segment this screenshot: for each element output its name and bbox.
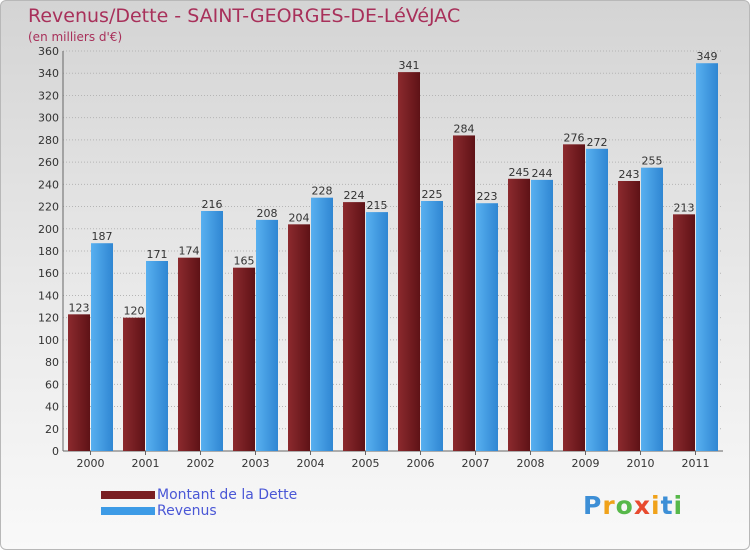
logo-letter: P <box>583 491 603 520</box>
bar-dette <box>343 202 365 451</box>
data-label-revenus: 171 <box>147 248 168 261</box>
y-tick-label: 120 <box>38 312 59 325</box>
data-label-dette: 165 <box>234 255 255 268</box>
data-label-dette: 284 <box>454 122 475 135</box>
y-tick-label: 80 <box>45 356 59 369</box>
bar-dette <box>68 314 90 451</box>
legend-swatch-revenus <box>101 507 155 515</box>
y-tick-label: 140 <box>38 289 59 302</box>
y-tick-label: 60 <box>45 378 59 391</box>
data-label-dette: 213 <box>674 201 695 214</box>
y-tick-label: 280 <box>38 134 59 147</box>
legend-label-revenus: Revenus <box>157 503 217 519</box>
y-tick-label: 20 <box>45 423 59 436</box>
x-tick-label: 2008 <box>517 457 545 470</box>
data-label-revenus: 244 <box>532 167 553 180</box>
data-label-dette: 341 <box>399 59 420 72</box>
data-label-dette: 204 <box>289 211 310 224</box>
bar-dette <box>123 317 145 451</box>
y-tick-label: 340 <box>38 67 59 80</box>
bar-dette <box>563 144 585 452</box>
data-label-revenus: 215 <box>367 199 388 212</box>
x-tick-label: 2005 <box>352 457 380 470</box>
y-tick-label: 180 <box>38 245 59 258</box>
data-label-dette: 123 <box>69 301 90 314</box>
legend-label-dette: Montant de la Dette <box>157 487 298 503</box>
chart-subtitle: (en milliers d'€) <box>28 30 123 44</box>
data-label-revenus: 223 <box>477 190 498 203</box>
data-label-dette: 243 <box>619 168 640 181</box>
logo-letter: x <box>633 491 651 520</box>
bar-revenus <box>311 197 333 451</box>
bar-dette <box>508 178 530 451</box>
y-tick-label: 160 <box>38 267 59 280</box>
bar-revenus <box>696 63 718 451</box>
data-label-revenus: 349 <box>697 50 718 63</box>
logo-letter: i <box>651 491 661 520</box>
data-label-revenus: 208 <box>257 207 278 220</box>
data-label-dette: 224 <box>344 189 365 202</box>
logo-letter: r <box>602 491 616 520</box>
bar-dette <box>618 181 640 451</box>
x-tick-label: 2007 <box>462 457 490 470</box>
y-tick-label: 240 <box>38 178 59 191</box>
data-label-revenus: 187 <box>92 230 113 243</box>
bar-revenus <box>256 219 278 451</box>
logo-letter: i <box>673 491 684 520</box>
bar-dette <box>398 72 420 451</box>
data-label-dette: 245 <box>509 166 530 179</box>
bar-dette <box>178 257 200 451</box>
data-label-dette: 174 <box>179 245 200 258</box>
bar-dette <box>288 224 310 451</box>
y-tick-label: 0 <box>52 445 59 458</box>
y-tick-label: 260 <box>38 156 59 169</box>
x-tick-label: 2010 <box>627 457 655 470</box>
data-label-revenus: 216 <box>202 198 223 211</box>
logo-letter: t <box>660 491 674 520</box>
y-tick-label: 320 <box>38 89 59 102</box>
data-label-dette: 276 <box>564 131 585 144</box>
x-tick-label: 2003 <box>242 457 270 470</box>
y-tick-label: 300 <box>38 112 59 125</box>
x-tick-label: 2002 <box>187 457 215 470</box>
data-label-revenus: 228 <box>312 185 333 198</box>
bar-revenus <box>91 243 113 451</box>
bar-revenus <box>421 201 443 451</box>
x-tick-label: 2004 <box>297 457 325 470</box>
x-tick-label: 2011 <box>682 457 710 470</box>
bar-revenus <box>641 167 663 451</box>
bar-dette <box>233 267 255 451</box>
logo-letter: o <box>615 491 634 520</box>
proxiti-logo[interactable]: Proxiti <box>583 491 683 520</box>
bar-revenus <box>201 211 223 451</box>
bar-revenus <box>586 148 608 451</box>
bar-revenus <box>531 179 553 451</box>
bar-dette <box>673 214 695 451</box>
y-tick-label: 360 <box>38 45 59 58</box>
x-tick-label: 2009 <box>572 457 600 470</box>
x-tick-label: 2006 <box>407 457 435 470</box>
legend-swatch-dette <box>101 491 155 499</box>
data-label-revenus: 225 <box>422 188 443 201</box>
x-tick-label: 2001 <box>132 457 160 470</box>
bar-revenus <box>366 212 388 451</box>
y-tick-label: 220 <box>38 201 59 214</box>
bar-revenus <box>146 261 168 451</box>
x-tick-label: 2000 <box>77 457 105 470</box>
data-label-revenus: 255 <box>642 155 663 168</box>
chart-title: Revenus/Dette - SAINT-GEORGES-DE-LéVéJAC <box>28 5 461 27</box>
y-tick-label: 200 <box>38 223 59 236</box>
bar-revenus <box>476 203 498 451</box>
y-tick-label: 40 <box>45 401 59 414</box>
y-tick-label: 100 <box>38 334 59 347</box>
data-label-revenus: 272 <box>587 136 608 149</box>
bar-dette <box>453 135 475 451</box>
data-label-dette: 120 <box>124 305 145 318</box>
